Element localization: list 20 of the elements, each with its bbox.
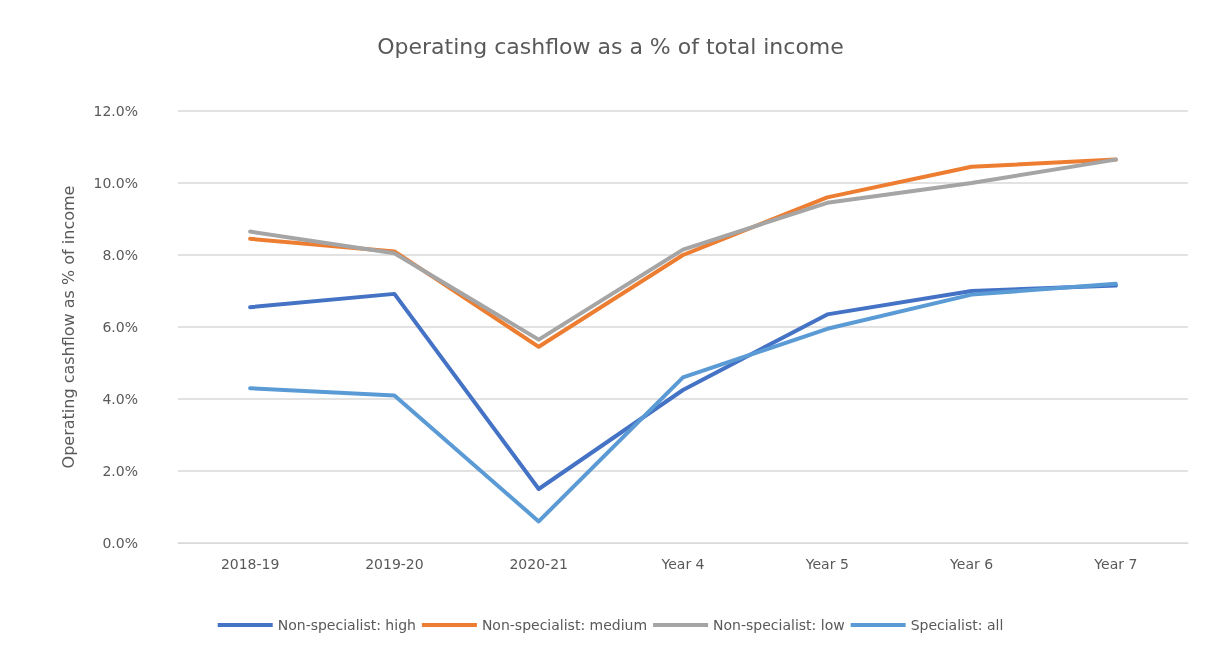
x-tick-label: Year 5 (804, 556, 849, 572)
legend-label: Non-specialist: medium (481, 617, 648, 633)
chart-title: Operating cashflow as a % of total income (377, 33, 844, 59)
legend-label: Non-specialist: low (713, 617, 845, 633)
x-tick-label: 2019-20 (365, 556, 424, 572)
x-tick-label: 2018-19 (220, 556, 280, 572)
y-axis-title: Operating cashflow as % of income (58, 185, 78, 469)
y-tick-label: 12.0% (93, 103, 138, 119)
x-tick-label: 2020-21 (509, 556, 568, 572)
legend-label: Non-specialist: high (277, 617, 416, 633)
legend-label: Specialist: all (910, 617, 1004, 633)
x-tick-label: Year 6 (949, 556, 994, 572)
y-tick-label: 4.0% (102, 391, 138, 407)
y-tick-label: 10.0% (93, 175, 138, 191)
y-tick-label: 8.0% (102, 247, 138, 263)
x-tick-label: Year 4 (660, 556, 705, 572)
y-tick-label: 0.0% (102, 535, 138, 551)
x-tick-label: Year 7 (1093, 556, 1138, 572)
y-tick-label: 6.0% (102, 319, 138, 335)
y-tick-label: 2.0% (102, 463, 138, 479)
